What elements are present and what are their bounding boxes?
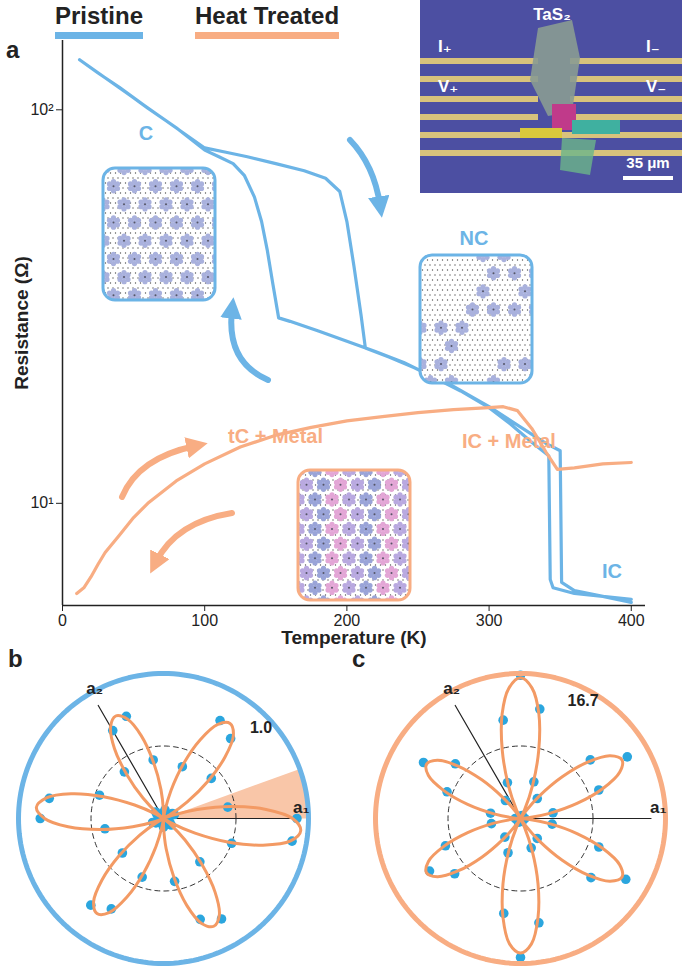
svg-text:IC + Metal: IC + Metal xyxy=(462,430,556,452)
svg-text:a₁: a₁ xyxy=(293,798,310,817)
svg-text:100: 100 xyxy=(191,612,218,629)
svg-text:16.7: 16.7 xyxy=(568,692,599,709)
svg-text:V₊: V₊ xyxy=(438,77,458,96)
svg-text:a₂: a₂ xyxy=(443,679,460,698)
svg-text:35 μm: 35 μm xyxy=(626,154,669,171)
svg-text:10²: 10² xyxy=(30,101,54,118)
html-text:Pristine: Pristine xyxy=(55,2,143,29)
svg-text:IC: IC xyxy=(602,560,622,582)
svg-text:1.0: 1.0 xyxy=(250,719,272,736)
svg-text:200: 200 xyxy=(333,611,361,629)
html-text:Heat Treated: Heat Treated xyxy=(195,2,340,29)
svg-text:I₋: I₋ xyxy=(646,37,660,56)
svg-text:V₋: V₋ xyxy=(646,77,666,96)
svg-text:a₂: a₂ xyxy=(86,679,103,698)
html-text:b: b xyxy=(8,645,23,672)
html-text:c: c xyxy=(352,645,366,672)
svg-text:C: C xyxy=(139,122,153,144)
svg-text:Resistance (Ω): Resistance (Ω) xyxy=(11,256,32,390)
svg-text:tC + Metal: tC + Metal xyxy=(228,425,323,447)
svg-text:a₁: a₁ xyxy=(650,798,667,817)
svg-text:Temperature (K): Temperature (K) xyxy=(281,627,426,648)
svg-text:300: 300 xyxy=(476,612,503,629)
svg-text:I₊: I₊ xyxy=(438,37,452,56)
svg-text:10¹: 10¹ xyxy=(30,494,53,511)
html-text:a: a xyxy=(6,36,20,63)
svg-text:0: 0 xyxy=(58,612,67,629)
svg-text:NC: NC xyxy=(460,227,489,249)
svg-text:400: 400 xyxy=(618,612,645,629)
svg-text:TaS₂: TaS₂ xyxy=(533,5,570,24)
